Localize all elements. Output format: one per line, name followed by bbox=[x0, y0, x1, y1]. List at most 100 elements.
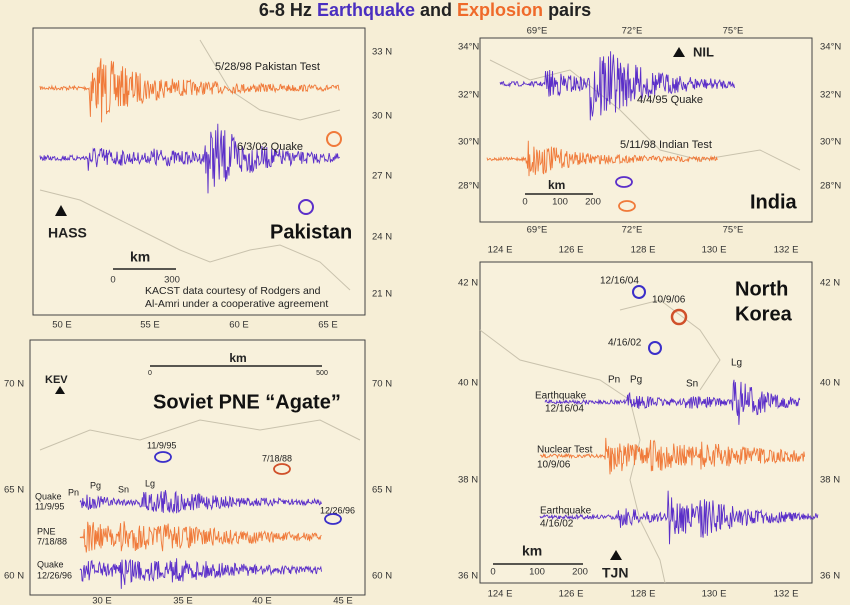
lat-label: 32°N bbox=[820, 90, 841, 101]
coastline bbox=[39, 419, 361, 451]
lon-label: 45 E bbox=[333, 596, 353, 605]
lat-label: 30 N bbox=[372, 111, 392, 122]
waveform bbox=[79, 490, 322, 514]
phase-label: Pn bbox=[68, 487, 79, 497]
trace-label: PNE bbox=[37, 526, 56, 536]
lat-label: 21 N bbox=[372, 289, 392, 300]
waveform bbox=[39, 123, 340, 194]
lon-label: 126 E bbox=[559, 245, 584, 256]
scale-tick: 0 bbox=[148, 370, 152, 377]
lat-label: 65 N bbox=[372, 485, 392, 496]
coastline bbox=[479, 329, 666, 584]
credit: Al-Amri under a cooperative agreement bbox=[145, 298, 328, 310]
region-label: Pakistan bbox=[270, 221, 352, 243]
region-label: North bbox=[735, 278, 788, 300]
lat-label: 70 N bbox=[372, 379, 392, 390]
station-label: KEV bbox=[45, 374, 68, 386]
event-marker bbox=[618, 200, 636, 212]
scale-unit: km bbox=[548, 178, 565, 192]
waveforms bbox=[39, 51, 819, 589]
scale-unit: km bbox=[522, 543, 542, 559]
event-marker bbox=[326, 131, 342, 147]
waveform bbox=[544, 379, 801, 425]
lon-label: 69°E bbox=[527, 26, 548, 37]
trace-label: 10/9/06 bbox=[537, 460, 571, 471]
trace-label: 7/18/88 bbox=[37, 536, 67, 546]
event-marker bbox=[324, 513, 342, 525]
trace-label: Earthquake bbox=[535, 391, 587, 402]
trace-label: Quake bbox=[37, 559, 64, 569]
trace-label: 6/3/02 Quake bbox=[237, 141, 303, 153]
lat-label: 27 N bbox=[372, 171, 392, 182]
lon-label: 72°E bbox=[622, 26, 643, 37]
station-marker bbox=[673, 47, 685, 57]
event-label: 4/16/02 bbox=[608, 338, 642, 349]
event-marker bbox=[154, 451, 172, 463]
lon-label: 130 E bbox=[702, 589, 727, 600]
waveform bbox=[79, 558, 322, 589]
lat-label: 42 N bbox=[820, 278, 840, 289]
lat-label: 65 N bbox=[4, 485, 24, 496]
region-label: Soviet PNE “Agate” bbox=[153, 391, 341, 413]
phase-label: Sn bbox=[686, 379, 698, 390]
lon-label: 128 E bbox=[631, 245, 656, 256]
lat-label: 60 N bbox=[372, 571, 392, 582]
lon-label: 75°E bbox=[723, 225, 744, 236]
event-label: 11/9/95 bbox=[147, 440, 176, 450]
lon-label: 72°E bbox=[622, 225, 643, 236]
map-panel bbox=[29, 339, 366, 596]
event-label: 7/18/88 bbox=[262, 453, 292, 463]
phase-label: Pn bbox=[608, 375, 620, 386]
waveform bbox=[499, 51, 735, 121]
lon-label: 124 E bbox=[488, 589, 513, 600]
map-panel bbox=[479, 37, 813, 223]
lat-label: 38 N bbox=[820, 475, 840, 486]
lat-label: 42 N bbox=[458, 278, 478, 289]
scale-tick: 200 bbox=[572, 567, 588, 578]
map-panel bbox=[479, 261, 813, 584]
phase-label: Lg bbox=[145, 478, 155, 488]
lat-label: 34°N bbox=[458, 42, 479, 53]
border bbox=[489, 59, 801, 171]
waveform bbox=[539, 437, 806, 475]
trace-label: 11/9/95 bbox=[35, 501, 64, 511]
scale-tick: 100 bbox=[529, 567, 545, 578]
station-marker bbox=[55, 386, 65, 394]
map-panel bbox=[32, 27, 366, 316]
event-marker bbox=[670, 308, 688, 326]
event-marker bbox=[632, 285, 646, 299]
lon-label: 132 E bbox=[774, 245, 799, 256]
scale-tick: 0 bbox=[490, 567, 495, 578]
title-part: 6-8 Hz bbox=[259, 0, 312, 20]
lat-label: 33 N bbox=[372, 47, 392, 58]
scale-tick: 100 bbox=[552, 197, 568, 208]
trace-label: 5/11/98 Indian Test bbox=[620, 139, 712, 151]
waveform bbox=[79, 521, 322, 553]
trace-label: Quake bbox=[35, 491, 62, 501]
scale-unit: km bbox=[130, 249, 150, 265]
lon-label: 40 E bbox=[252, 596, 272, 605]
lon-label: 55 E bbox=[140, 320, 160, 331]
station-label: TJN bbox=[602, 565, 628, 581]
waveform bbox=[539, 490, 819, 545]
lat-label: 36 N bbox=[820, 571, 840, 582]
lon-label: 60 E bbox=[229, 320, 249, 331]
trace-label: Nuclear Test bbox=[537, 445, 593, 456]
station-marker bbox=[610, 550, 622, 560]
station-label: NIL bbox=[693, 44, 714, 59]
phase-label: Pg bbox=[630, 375, 642, 386]
waveform bbox=[39, 58, 340, 123]
lon-label: 130 E bbox=[702, 245, 727, 256]
title-part: Explosion bbox=[457, 0, 543, 20]
title-part: Earthquake bbox=[317, 0, 415, 20]
lon-label: 50 E bbox=[52, 320, 72, 331]
event-marker bbox=[648, 341, 662, 355]
lat-label: 28°N bbox=[820, 181, 841, 192]
figure-title: 6-8 Hz Earthquake and Explosion pairs bbox=[259, 0, 591, 20]
lon-label: 128 E bbox=[631, 589, 656, 600]
region-label: Korea bbox=[735, 303, 793, 325]
lat-label: 28°N bbox=[458, 181, 479, 192]
lat-label: 30°N bbox=[820, 137, 841, 148]
lat-label: 36 N bbox=[458, 571, 478, 582]
